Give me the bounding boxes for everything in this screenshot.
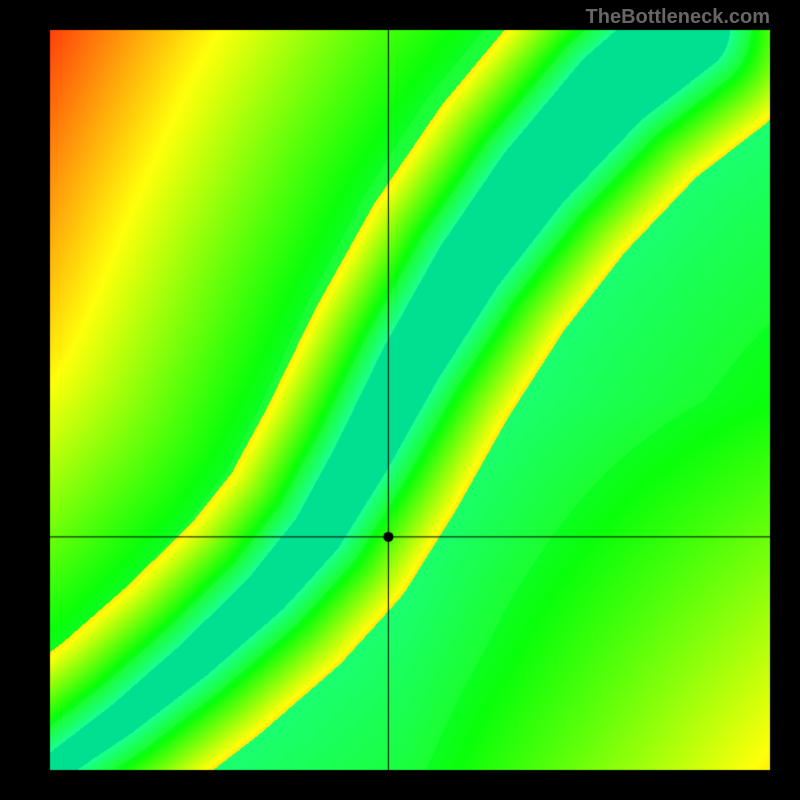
bottleneck-heatmap <box>0 0 800 800</box>
watermark-text: TheBottleneck.com <box>586 6 770 29</box>
